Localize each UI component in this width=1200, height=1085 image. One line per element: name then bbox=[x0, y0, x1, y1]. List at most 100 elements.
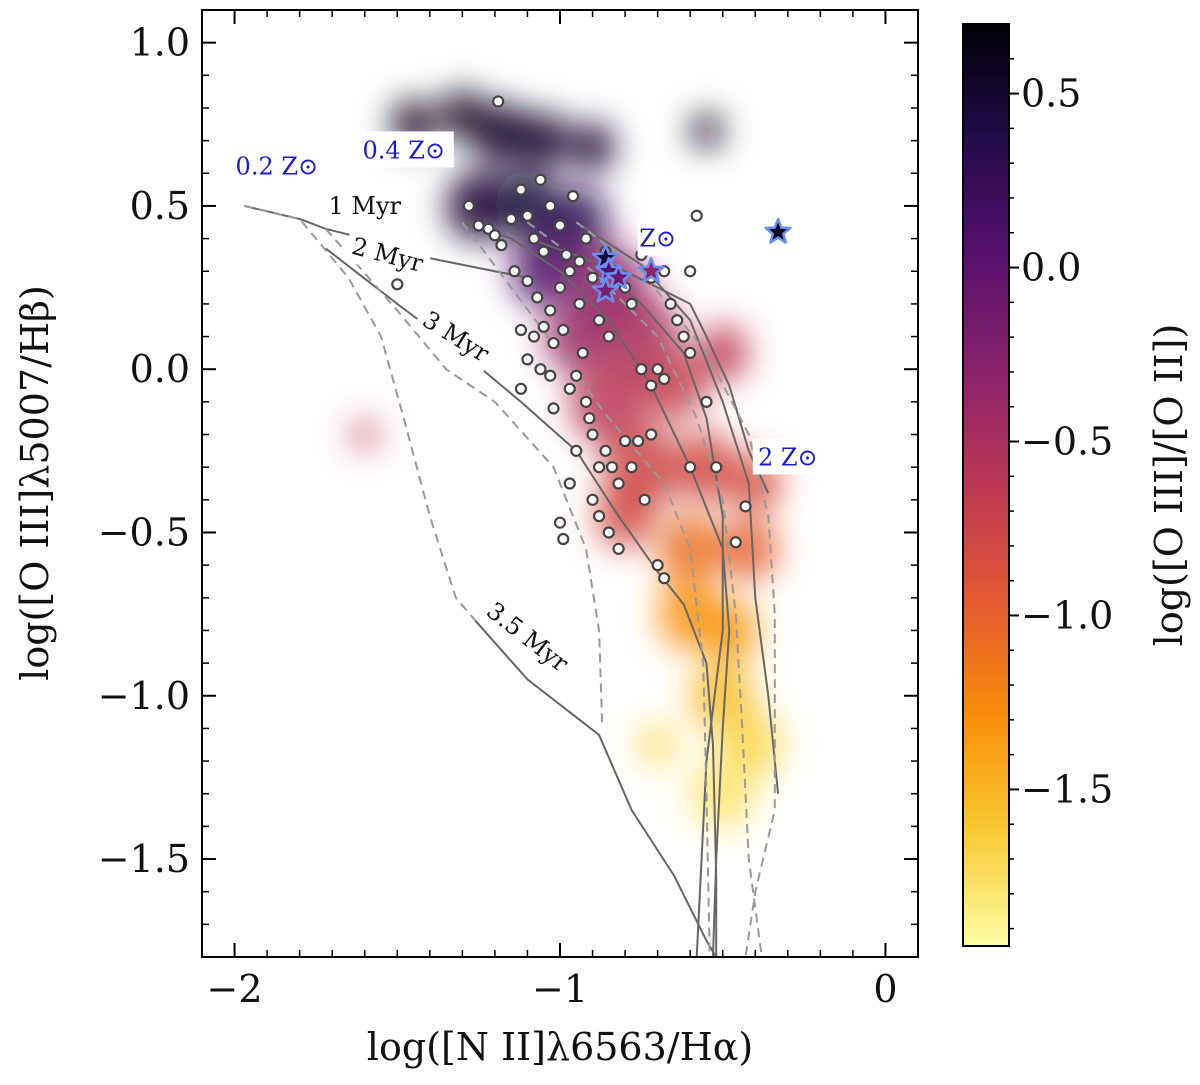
galaxy-point bbox=[563, 265, 576, 278]
galaxy-point bbox=[638, 493, 651, 506]
galaxy-point bbox=[739, 500, 752, 513]
galaxy-point bbox=[602, 526, 615, 539]
galaxy-point bbox=[651, 559, 664, 572]
galaxy-point bbox=[547, 336, 560, 350]
galaxy-point bbox=[579, 395, 593, 408]
metallicity-label: 0.2 Z⊙ bbox=[226, 147, 327, 184]
galaxy-point bbox=[658, 372, 671, 386]
galaxy-point bbox=[573, 255, 586, 268]
star-markers bbox=[591, 217, 792, 303]
galaxy-point bbox=[729, 536, 742, 549]
density-blob bbox=[690, 112, 723, 149]
galaxy-point bbox=[488, 229, 502, 242]
colorbar-tick-label: −0.5 bbox=[1021, 420, 1113, 464]
metallicity-label-box bbox=[637, 219, 678, 256]
density-map bbox=[351, 89, 782, 830]
age-label-box bbox=[342, 227, 433, 283]
model-labels: 1 Myr 2 Myr 3 Myr 3.5 Myr 0.2 Z⊙ 0.4 Z⊙ Z⊙ 2 Z⊙ bbox=[226, 131, 823, 685]
galaxy-point bbox=[586, 428, 599, 441]
model-metallicity-line bbox=[461, 221, 711, 957]
galaxy-point bbox=[527, 232, 541, 245]
galaxy-point bbox=[570, 444, 583, 457]
galaxy-point bbox=[602, 330, 615, 343]
metallicity-label-text: Z⊙ bbox=[639, 225, 676, 253]
galaxy-point bbox=[605, 461, 619, 474]
colorbar-tick-label: 0.0 bbox=[1021, 246, 1081, 290]
galaxy-point bbox=[534, 173, 547, 186]
galaxy-point bbox=[534, 363, 547, 376]
star-marker bbox=[637, 256, 665, 284]
galaxy-point bbox=[700, 395, 713, 408]
density-blob bbox=[517, 111, 570, 170]
galaxy-point bbox=[684, 461, 697, 474]
galaxy-point bbox=[514, 183, 528, 196]
star-marker bbox=[764, 217, 792, 244]
y-tick-label: −0.5 bbox=[98, 510, 190, 554]
y-tick-label: −1.5 bbox=[98, 837, 190, 881]
galaxy-point bbox=[658, 572, 671, 585]
galaxy-point bbox=[573, 297, 586, 310]
galaxy-point bbox=[492, 95, 505, 108]
colorbar bbox=[962, 23, 1010, 947]
galaxy-point bbox=[553, 516, 567, 529]
metallicity-label: 2 Z⊙ bbox=[752, 438, 823, 475]
age-label-text: 1 Myr bbox=[328, 192, 401, 220]
metallicity-label-text: 0.4 Z⊙ bbox=[362, 136, 445, 164]
metallicity-label-box bbox=[226, 147, 327, 184]
galaxy-point bbox=[531, 291, 544, 304]
galaxy-point bbox=[570, 369, 583, 382]
age-label-box bbox=[411, 299, 501, 374]
galaxy-point bbox=[592, 461, 606, 474]
galaxy-point bbox=[495, 239, 508, 252]
y-tick-label: −1.0 bbox=[98, 674, 190, 718]
model-metallicity-line bbox=[244, 204, 477, 622]
star-marker bbox=[604, 263, 633, 290]
density-blob bbox=[719, 516, 779, 582]
metallicity-label-text: 0.2 Z⊙ bbox=[236, 153, 319, 181]
age-label: 2 Myr bbox=[342, 227, 433, 283]
galaxy-point bbox=[710, 461, 723, 474]
galaxy-point bbox=[563, 477, 576, 490]
galaxy-point bbox=[547, 402, 560, 415]
colorbar-tick-label: −1.5 bbox=[1021, 767, 1113, 811]
galaxy-point bbox=[684, 265, 697, 278]
galaxy-point bbox=[544, 199, 557, 213]
density-blob bbox=[543, 300, 609, 373]
galaxy-point bbox=[508, 265, 521, 278]
star-marker bbox=[591, 276, 620, 303]
galaxy-point bbox=[563, 382, 576, 395]
galaxy-point bbox=[553, 281, 567, 294]
y-axis-label: log([O III]λ5007/Hβ) bbox=[13, 285, 57, 681]
metallicity-label-box bbox=[353, 131, 454, 168]
galaxy-point bbox=[677, 330, 690, 343]
age-label: 3 Myr bbox=[411, 299, 501, 374]
model-metallicity-line bbox=[526, 221, 763, 957]
galaxy-point bbox=[521, 209, 534, 222]
model-age-line bbox=[474, 619, 718, 957]
density-blob bbox=[638, 723, 678, 767]
galaxy-point bbox=[521, 274, 534, 288]
y-axis: −1.5 −1.0 −0.5 0.0 0.5 1.0 bbox=[98, 21, 918, 926]
colorbar-label: log([O III]/[O II]) bbox=[1147, 324, 1191, 647]
density-blob bbox=[351, 420, 378, 449]
age-label: 1 Myr bbox=[322, 188, 407, 223]
density-blob bbox=[472, 101, 531, 167]
colorbar-tick-label: 0.5 bbox=[1021, 72, 1081, 116]
galaxy-point bbox=[505, 212, 518, 226]
x-axis-label: log([N II]λ6563/Hα) bbox=[367, 1025, 753, 1069]
density-blob bbox=[673, 431, 739, 503]
galaxy-point bbox=[391, 278, 404, 291]
x-tick-label: −1 bbox=[532, 967, 588, 1011]
galaxy-point bbox=[514, 382, 528, 395]
galaxy-point bbox=[645, 379, 658, 392]
galaxy-point bbox=[472, 219, 485, 232]
x-axis: −2 −1 0 bbox=[207, 10, 898, 1011]
model-metallicity-line bbox=[324, 228, 604, 729]
galaxy-point bbox=[521, 353, 534, 366]
galaxy-point bbox=[527, 330, 541, 343]
galaxy-point bbox=[690, 209, 703, 222]
y-tick-label: 0.0 bbox=[130, 347, 190, 391]
galaxy-point bbox=[557, 532, 570, 546]
galaxy-point bbox=[625, 297, 638, 310]
